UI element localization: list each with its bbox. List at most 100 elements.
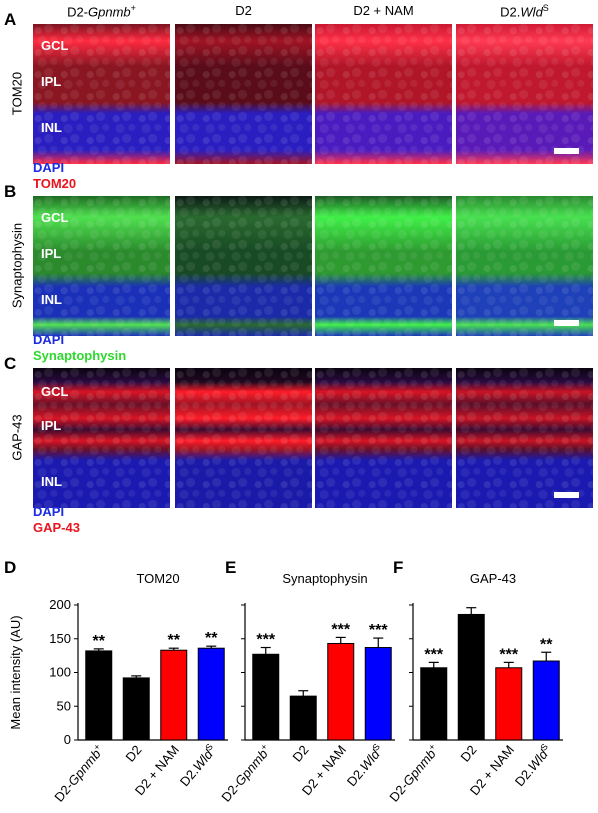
y-tick-label: 0 — [64, 732, 71, 747]
stain-label-dapi: DAPI — [33, 332, 65, 347]
significance-marker: *** — [424, 646, 443, 663]
tile-texture — [175, 24, 312, 164]
layer-label-ipl: IPL — [41, 246, 62, 261]
x-tick-label: D2-Gpnmb+ — [51, 742, 108, 805]
bar — [420, 667, 448, 741]
panel-letter: B — [4, 182, 17, 201]
panel-letter: E — [225, 558, 236, 577]
label-main: D2- — [67, 4, 89, 20]
column-header: D2 — [179, 3, 309, 18]
significance-marker: ** — [93, 633, 106, 650]
layer-label-ipl: IPL — [41, 74, 62, 89]
x-label-italic: Gpnmb — [65, 746, 104, 788]
layer-label-inl: INL — [41, 474, 62, 489]
scale-bar — [554, 492, 579, 498]
bar — [85, 650, 113, 741]
row-side-label: TOM20 — [9, 71, 25, 116]
scale-bar — [554, 148, 579, 154]
x-label-sup: + — [258, 742, 269, 752]
tile-texture — [456, 196, 593, 336]
bar — [122, 677, 150, 741]
tile-texture — [456, 24, 593, 164]
x-tick-label: D2 — [289, 742, 311, 764]
significance-marker: ** — [540, 636, 553, 653]
x-tick-label: D2.WldS — [176, 742, 220, 790]
label-main: D2. — [500, 4, 521, 20]
micrograph-tile: GCL IPL INL — [33, 368, 170, 508]
tile-texture — [315, 368, 452, 508]
tile-texture — [175, 196, 312, 336]
x-label-italic: Gpnmb — [232, 746, 271, 788]
micrograph-tile — [456, 368, 593, 508]
micrograph-tile: GCL IPL INL — [33, 196, 170, 336]
x-label-sup: S — [538, 742, 550, 753]
chart-title: TOM20 — [136, 571, 179, 586]
bar — [532, 660, 560, 741]
x-tick-label: D2-Gpnmb+ — [386, 742, 443, 805]
x-label-sup: + — [91, 742, 102, 752]
micrograph-tile — [456, 24, 593, 164]
y-tick-label: 50 — [57, 698, 71, 713]
significance-marker: *** — [331, 621, 350, 638]
micrograph-tile — [315, 24, 452, 164]
panel-letter: C — [4, 354, 17, 373]
label-italic: Wld — [520, 4, 543, 20]
panel-letter: A — [4, 10, 17, 29]
significance-marker: *** — [369, 622, 388, 639]
x-label-main: D2 — [457, 742, 479, 764]
bar — [197, 647, 225, 741]
bar — [252, 653, 280, 741]
layer-label-inl: INL — [41, 292, 62, 307]
panel-letter: D — [4, 558, 16, 577]
bar — [457, 613, 485, 741]
tile-texture — [315, 196, 452, 336]
bar — [327, 642, 355, 741]
stain-label-marker: TOM20 — [33, 176, 77, 191]
micrograph-tile: GCL IPL INL — [33, 24, 170, 164]
tile-texture — [315, 24, 452, 164]
bar — [289, 695, 317, 741]
layer-label-gcl: GCL — [41, 210, 69, 225]
row-side-label: GAP-43 — [9, 414, 25, 461]
layer-label-inl: INL — [41, 120, 62, 135]
x-label-sup: S — [203, 742, 215, 753]
x-tick-label: D2 — [457, 742, 479, 764]
micrograph-tile — [175, 196, 312, 336]
x-tick-label: D2.WldS — [511, 742, 555, 790]
x-label-sup: S — [370, 742, 382, 753]
tile-texture — [175, 368, 312, 508]
bar — [364, 647, 392, 741]
chart-title: GAP-43 — [470, 571, 516, 586]
stain-label-marker: GAP-43 — [33, 520, 80, 535]
micrograph-tile — [456, 196, 593, 336]
significance-marker: *** — [499, 646, 518, 663]
x-label-main: D2 — [122, 742, 144, 764]
y-tick-label: 150 — [49, 631, 71, 646]
tile-texture — [33, 368, 170, 508]
micrograph-tile — [175, 368, 312, 508]
x-label-italic: Gpnmb — [400, 746, 439, 788]
stain-label-marker: Synaptophysin — [33, 348, 127, 363]
chart-title: Synaptophysin — [282, 571, 367, 586]
x-tick-label: D2 — [122, 742, 144, 764]
tile-texture — [33, 196, 170, 336]
scale-bar — [554, 320, 579, 326]
label-sup: S — [542, 3, 549, 13]
label-italic: Gpnmb — [88, 4, 131, 20]
column-header: D2.WldS — [460, 3, 590, 19]
column-header: D2 + NAM — [319, 3, 449, 18]
x-label-sup: + — [426, 742, 437, 752]
bar — [160, 649, 188, 741]
layer-label-ipl: IPL — [41, 418, 62, 433]
x-tick-label: D2.WldS — [343, 742, 387, 790]
y-tick-label: 200 — [49, 597, 71, 612]
x-tick-label: D2-Gpnmb+ — [218, 742, 275, 805]
layer-label-gcl: GCL — [41, 384, 69, 399]
label-main: D2 — [235, 3, 252, 18]
stain-label-dapi: DAPI — [33, 160, 65, 175]
y-axis-label: Mean intensity (AU) — [8, 615, 23, 729]
y-tick-label: 100 — [49, 665, 71, 680]
column-header: D2-Gpnmb+ — [37, 3, 167, 19]
bar — [495, 667, 523, 741]
